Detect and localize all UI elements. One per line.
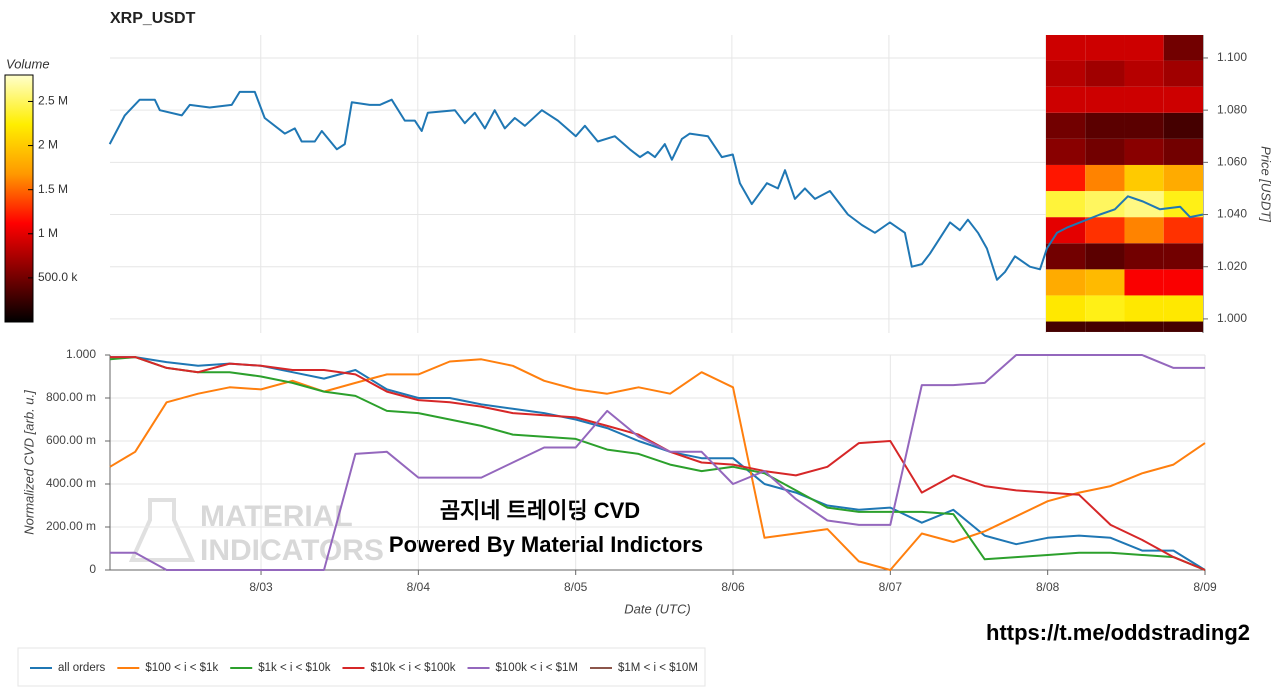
heatmap-cell: [1163, 60, 1203, 87]
heatmap-cell: [1085, 243, 1125, 270]
heatmap-cell: [1045, 86, 1086, 113]
heatmap-cell: [1085, 35, 1125, 61]
heatmap-cell: [1085, 295, 1125, 322]
x-tick-label: 8/06: [721, 580, 745, 594]
heatmap-cell: [1163, 112, 1203, 139]
heatmap-cell: [1085, 269, 1125, 296]
x-tick-label: 8/03: [249, 580, 273, 594]
heatmap-cell: [1163, 269, 1203, 296]
heatmap-cell: [1163, 138, 1203, 165]
x-tick-label: 8/05: [564, 580, 588, 594]
heatmap-cell: [1124, 269, 1164, 296]
y-tick-label: 200.00 m: [46, 519, 96, 533]
x-tick-label: 8/04: [407, 580, 431, 594]
y-tick-label: 600.00 m: [46, 433, 96, 447]
heatmap-cell: [1124, 295, 1164, 322]
legend-label: all orders: [58, 662, 106, 674]
colorbar-tick-label: 500.0 k: [38, 270, 78, 284]
chart-title: XRP_USDT: [110, 10, 196, 27]
heatmap-cell: [1045, 243, 1086, 270]
heatmap-cell: [1085, 217, 1125, 244]
colorbar-tick-label: 2.5 M: [38, 94, 68, 108]
legend-label: $100 < i < $1k: [145, 662, 218, 674]
colorbar-tick-label: 2 M: [38, 138, 58, 152]
y-tick-label: 400.00 m: [46, 476, 96, 490]
heatmap-cell: [1045, 164, 1086, 192]
colorbar: [4, 74, 34, 323]
y-tick-label: 1.000: [66, 347, 96, 361]
heatmap-cell: [1124, 164, 1164, 192]
heatmap-cell: [1045, 191, 1086, 218]
colorbar-label: Volume: [6, 56, 50, 71]
overlay-text: 곰지네 트레이딩 CVD: [440, 498, 640, 523]
heatmap-cell: [1045, 35, 1086, 61]
heatmap-cell: [1163, 164, 1203, 192]
y-tick-label: 1.020: [1217, 259, 1247, 273]
cvd-line: [109, 356, 1206, 571]
heatmap-cell: [1045, 269, 1086, 296]
cvd-line: [110, 354, 1205, 571]
y-tick-label: 1.040: [1217, 207, 1247, 221]
price-line: [108, 90, 1204, 281]
y-tick-label: 1.080: [1217, 102, 1247, 116]
heatmap-cell: [1045, 60, 1086, 87]
y-axis-label: Price [USDT]: [1259, 146, 1274, 222]
legend-label: $1M < i < $10M: [618, 662, 698, 674]
heatmap-cell: [1124, 60, 1164, 87]
overlay-text: Powered By Material Indictors: [389, 532, 703, 557]
heatmap-cell: [1163, 86, 1203, 113]
x-tick-label: 8/09: [1193, 580, 1217, 594]
legend-label: $100k < i < $1M: [496, 662, 578, 674]
y-axis-label: Normalized CVD [arb. u.]: [21, 390, 36, 535]
y-tick-label: 800.00 m: [46, 390, 96, 404]
x-tick-label: 8/08: [1036, 580, 1060, 594]
heatmap-cell: [1124, 86, 1164, 113]
heatmap-cell: [1085, 321, 1125, 332]
heatmap-cell: [1163, 217, 1203, 244]
legend-label: $1k < i < $10k: [258, 662, 330, 674]
colorbar-tick-label: 1 M: [38, 226, 58, 240]
y-tick-label: 1.100: [1217, 50, 1247, 64]
heatmap-cell: [1124, 138, 1164, 165]
x-tick-label: 8/07: [879, 580, 903, 594]
colorbar-tick-label: 1.5 M: [38, 182, 68, 196]
heatmap-cell: [1085, 138, 1125, 165]
heatmap-cell: [1045, 138, 1086, 165]
cvd-line: [110, 356, 1206, 571]
heatmap-cell: [1045, 112, 1086, 139]
heatmap-cell: [1163, 35, 1203, 61]
heatmap-cell: [1085, 164, 1125, 192]
x-axis-label: Date (UTC): [624, 601, 690, 616]
y-tick-label: 1.060: [1217, 155, 1247, 169]
heatmap-cell: [1124, 191, 1164, 218]
heatmap-cell: [1085, 86, 1125, 113]
heatmap-cell: [1124, 35, 1164, 61]
heatmap-cell: [1124, 217, 1164, 244]
heatmap-cell: [1163, 243, 1203, 270]
heatmap-cell: [1163, 295, 1203, 322]
heatmap-cell: [1045, 321, 1086, 332]
heatmap-cell: [1085, 60, 1125, 87]
heatmap-cell: [1163, 191, 1203, 218]
heatmap-cell: [1124, 112, 1164, 139]
y-tick-label: 1.000: [1217, 311, 1247, 325]
watermark: INDICATORS: [200, 534, 384, 567]
heatmap-cell: [1124, 321, 1164, 332]
y-tick-label: 0: [89, 562, 96, 576]
heatmap-cell: [1085, 112, 1125, 139]
link-text: https://t.me/oddstrading2: [986, 620, 1250, 645]
heatmap-cell: [1045, 295, 1086, 322]
watermark: MATERIAL: [200, 500, 353, 533]
legend-label: $10k < i < $100k: [370, 662, 455, 674]
heatmap-cell: [1163, 321, 1203, 332]
heatmap-cell: [1124, 243, 1164, 270]
watermark-logo: [128, 498, 196, 562]
